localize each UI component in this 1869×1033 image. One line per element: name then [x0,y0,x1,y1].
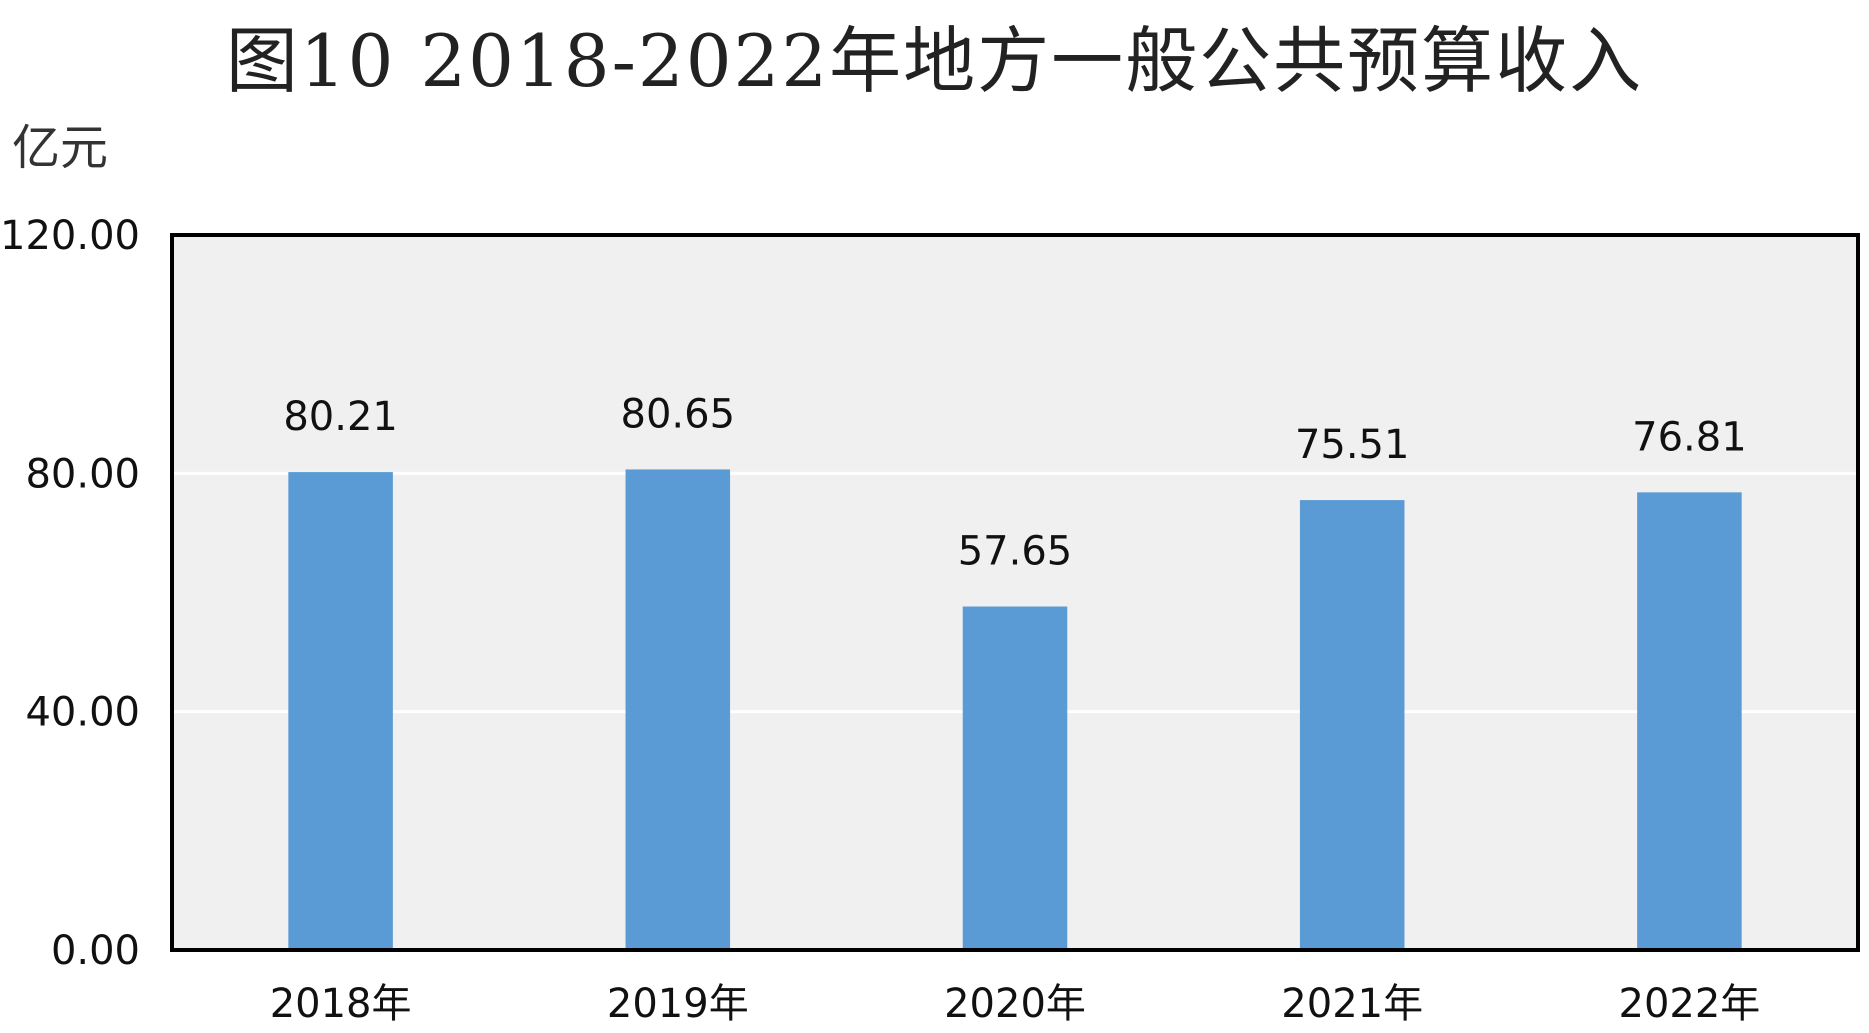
bar [962,606,1068,950]
plot-frame [170,233,1860,952]
bar [288,472,393,950]
data-label: 76.81 [1632,414,1747,460]
data-label: 57.65 [958,529,1073,575]
y-tick-label: 80.00 [25,451,140,497]
y-tick-label: 120.00 [0,213,140,259]
x-tick-label: 2022年 [1619,981,1761,1027]
x-tick-label: 2021年 [1281,981,1423,1027]
y-axis-ticks: 0.00 40.00 80.00 120.00 [0,213,140,974]
data-labels: 80.21 80.65 57.65 75.51 76.81 [283,391,1746,574]
chart-title: 图10 2018-2022年地方一般公共预算收入 [225,19,1644,103]
bars [288,469,1742,950]
bar [625,469,731,950]
data-label: 80.65 [621,391,736,437]
data-label: 75.51 [1295,422,1410,468]
x-axis-ticks: 2018年 2019年 2020年 2021年 2022年 [270,981,1761,1027]
bar [1299,500,1405,950]
y-tick-label: 40.00 [25,690,140,736]
x-tick-label: 2020年 [944,981,1086,1027]
x-tick-label: 2019年 [607,981,749,1027]
y-tick-label: 0.00 [51,928,140,974]
x-tick-label: 2018年 [270,981,412,1027]
bar [1637,492,1742,950]
data-label: 80.21 [283,394,398,440]
y-axis-unit-label: 亿元 [12,120,109,176]
